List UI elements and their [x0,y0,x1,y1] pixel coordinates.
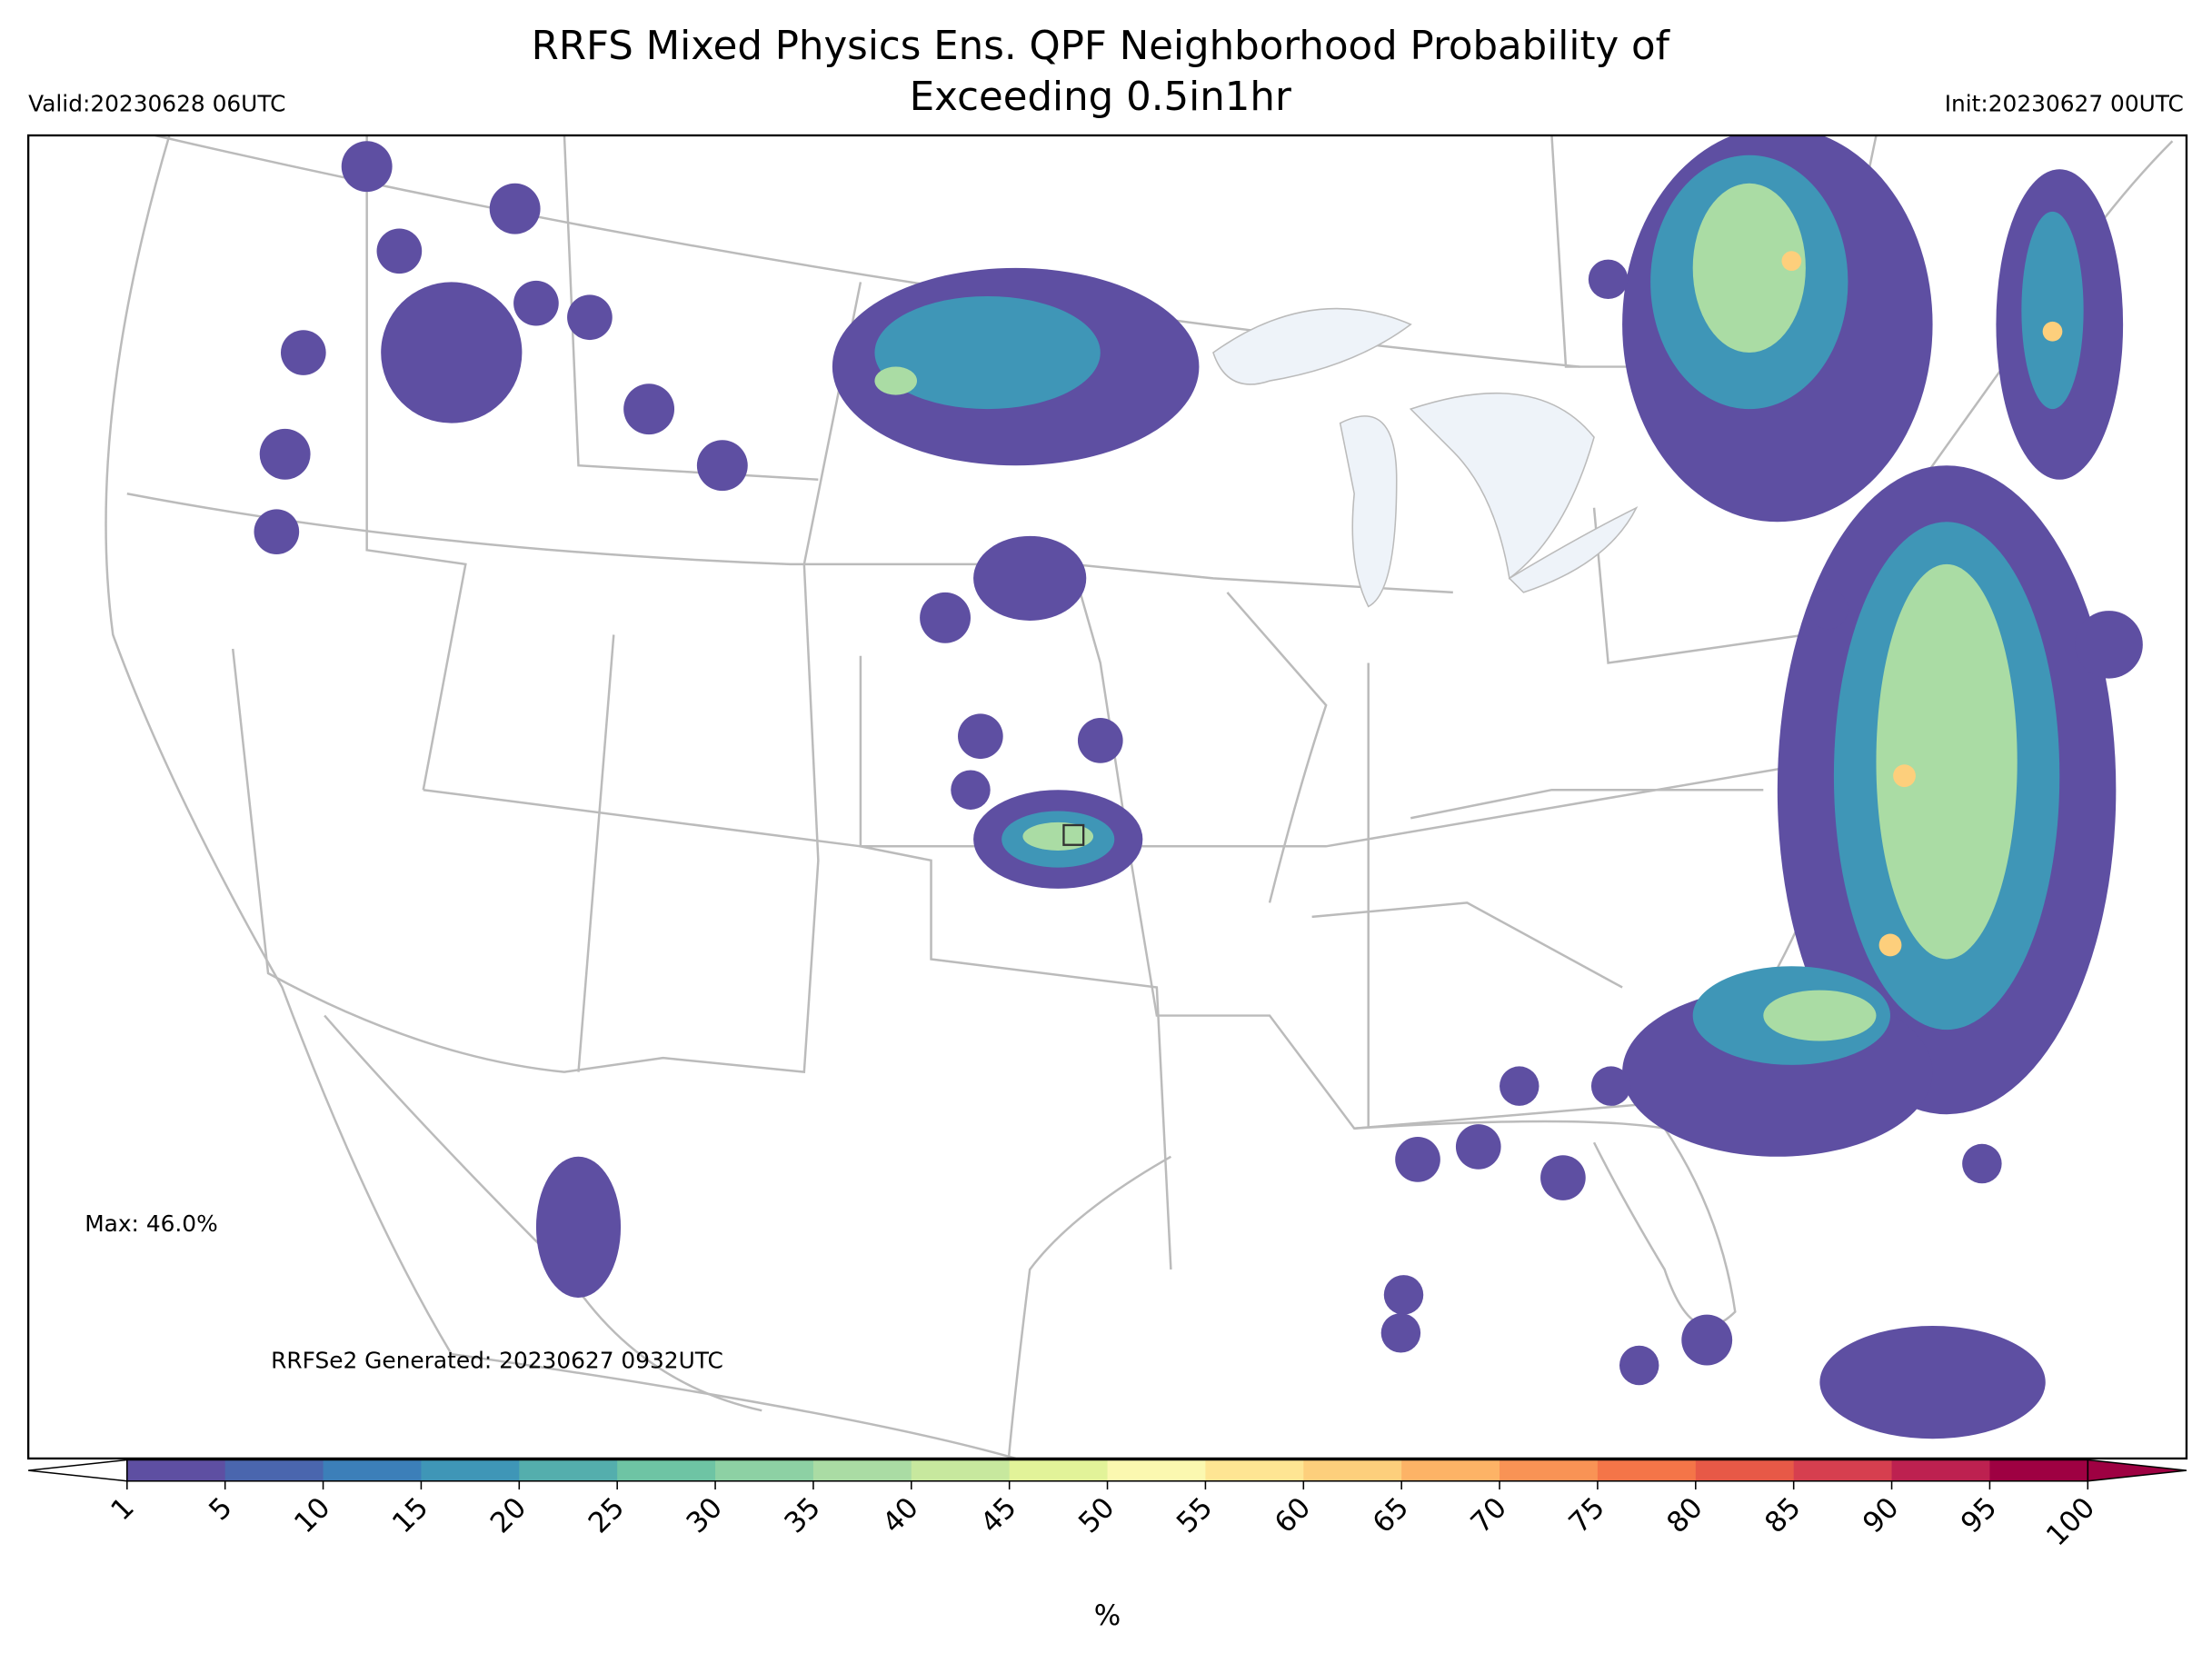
colorbar-tick-label: 50 [1072,1491,1121,1539]
great-lakes [1212,307,1639,608]
colorbar-segment [519,1459,618,1481]
colorbar-tick-label: 55 [1171,1491,1219,1539]
colorbar-extend-under [28,1459,128,1482]
colorbar-segment [1793,1459,1893,1481]
colorbar-label: % [1094,1599,1121,1632]
colorbar-tick-label: 45 [974,1491,1022,1539]
colorbar-tick-label: 30 [681,1491,729,1539]
init-time: Init:20230627 00UTC [1945,91,2184,117]
colorbar-tick-label: 5 [203,1491,238,1527]
probability-field [254,135,2143,1439]
title-line: Exceeding 0.5in1hr [910,75,1291,120]
colorbar-segment [715,1459,814,1481]
colorbar-segment [1500,1459,1599,1481]
colorbar-tick-label: 100 [2040,1491,2101,1552]
colorbar-segment [1989,1459,2089,1481]
colorbar-tick-label: 20 [484,1491,533,1539]
colorbar-segment [1009,1459,1109,1481]
colorbar: 1 5 10 15 20 25 30 35 40 45 50 55 60 65 70 75 80 85 90 95 10… [28,1459,2187,1552]
generated-label: RRFSe2 Generated: 20230627 0932UTC [271,1348,723,1374]
colorbar-tick-label: 10 [288,1491,336,1539]
max-label: Max: 46.0% [85,1210,217,1237]
valid-time: Valid:20230628 06UTC [28,91,285,117]
colorbar-segment [224,1459,324,1481]
colorbar-tick-label: 85 [1759,1491,1807,1539]
colorbar-segment [1891,1459,1991,1481]
colorbar-segment [1597,1459,1697,1481]
colorbar-segment [617,1459,716,1481]
colorbar-segment [421,1459,521,1481]
colorbar-segment [1303,1459,1402,1481]
colorbar-segment [1205,1459,1305,1481]
colorbar-segment [126,1459,226,1481]
map [26,134,2188,1460]
colorbar-tick-label: 70 [1465,1491,1513,1539]
colorbar-tick-label: 40 [876,1491,924,1539]
colorbar-segment [1107,1459,1207,1481]
colorbar-tick-label: 1 [105,1491,140,1527]
colorbar-tick-label: 65 [1367,1491,1415,1539]
colorbar-segment [323,1459,423,1481]
colorbar-extend-over [2087,1459,2187,1482]
colorbar-segment [1401,1459,1500,1481]
colorbar-tick-label: 35 [779,1491,827,1539]
colorbar-tick-label: 25 [583,1491,631,1539]
map-frame [26,134,2188,1460]
colorbar-segment [812,1459,912,1481]
colorbar-tick-label: 95 [1955,1491,2003,1539]
colorbar-tick-label: 75 [1563,1491,1611,1539]
colorbar-tick-label: 60 [1269,1491,1317,1539]
colorbar-tick-label: 15 [386,1491,434,1539]
max-marker [1062,823,1085,846]
colorbar-segment [911,1459,1011,1481]
title-line: RRFS Mixed Physics Ens. QPF Neighborhood… [532,24,1671,69]
colorbar-segment [1695,1459,1795,1481]
colorbar-tick-label: 80 [1660,1491,1709,1539]
colorbar-tick-label: 90 [1857,1491,1905,1539]
